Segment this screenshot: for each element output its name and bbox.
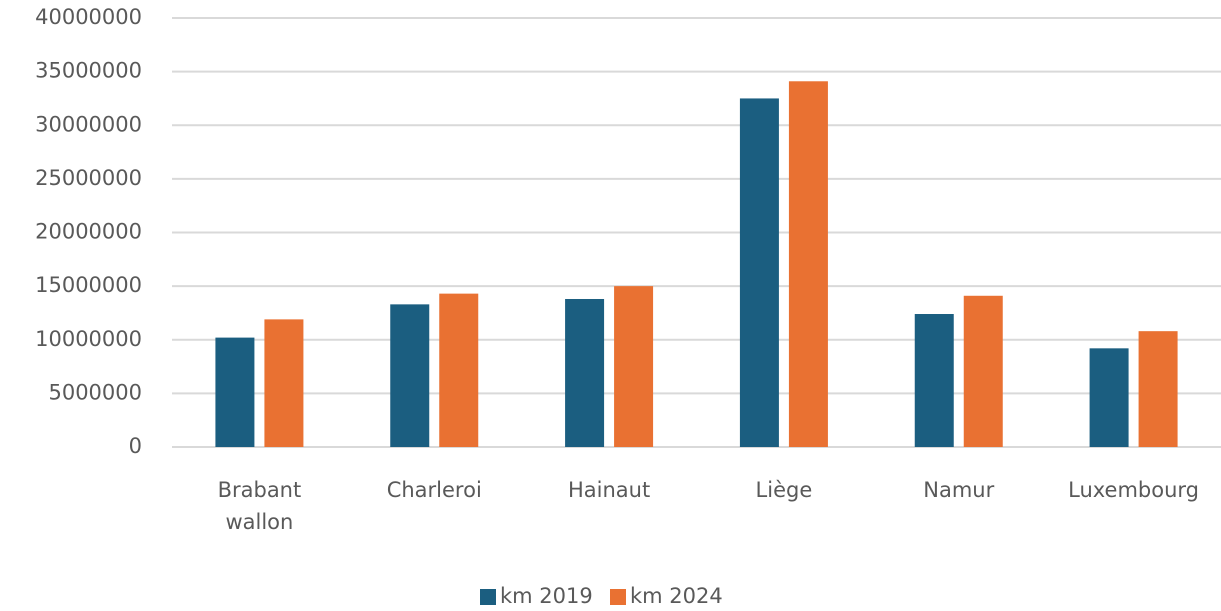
x-tick-label: Namur [923,478,995,502]
x-tick-label: Brabant wallon [217,478,302,534]
bar [739,98,779,447]
y-tick-label: 5000000 [48,380,142,404]
x-tick-label: Luxembourg [1068,478,1200,502]
y-tick-label: 10000000 [35,327,142,351]
legend-label: km 2019 [500,584,593,608]
bar [1138,331,1178,447]
bar [215,337,255,447]
y-tick-label: 20000000 [35,220,142,244]
bar [914,314,954,447]
bar [565,298,605,447]
y-tick-label: 0 [129,434,142,458]
bar [963,295,1003,447]
legend-swatch [480,589,496,605]
legend-swatch [610,589,626,605]
x-tick-label: Liège [755,478,813,502]
y-tick-label: 30000000 [35,112,142,136]
legend-label: km 2024 [630,584,723,608]
x-tick-label: Charleroi [386,478,482,502]
bar [788,81,828,447]
x-tick-label: Hainaut [567,478,651,502]
y-tick-label: 35000000 [35,59,142,83]
y-tick-label: 15000000 [35,273,142,297]
bar [390,304,430,447]
bar [614,286,654,447]
y-tick-label: 40000000 [35,5,142,29]
bar [264,319,304,447]
bar [1089,348,1129,447]
bar [439,293,479,447]
y-tick-label: 25000000 [35,166,142,190]
